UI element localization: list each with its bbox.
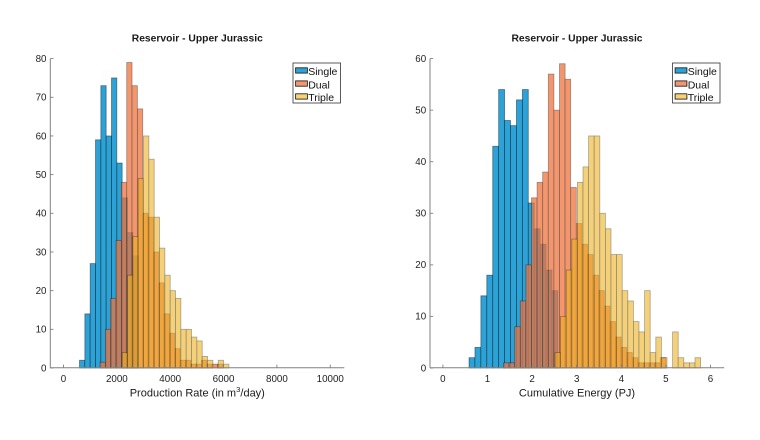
svg-text:Single: Single [688,66,717,78]
svg-text:5: 5 [663,374,669,385]
svg-text:60: 60 [36,131,47,142]
svg-text:Cumulative Energy (PJ): Cumulative Energy (PJ) [519,388,635,400]
svg-text:Triple: Triple [688,92,714,104]
svg-text:Single: Single [308,66,337,78]
svg-text:4: 4 [619,374,625,385]
svg-text:2000: 2000 [106,374,128,385]
svg-text:10000: 10000 [317,374,345,385]
svg-text:Reservoir - Upper Jurassic: Reservoir - Upper Jurassic [511,34,642,45]
svg-text:0: 0 [421,363,427,374]
svg-text:1: 1 [485,374,490,385]
svg-text:0: 0 [41,363,47,374]
svg-text:50: 50 [415,105,426,116]
svg-text:Dual: Dual [688,79,710,91]
svg-text:Dual: Dual [308,79,330,91]
svg-text:10: 10 [36,325,47,336]
svg-text:8000: 8000 [266,374,288,385]
svg-text:80: 80 [36,54,47,65]
svg-text:3: 3 [574,374,580,385]
svg-text:10: 10 [415,312,426,323]
svg-text:20: 20 [415,260,426,271]
svg-text:50: 50 [36,170,47,181]
svg-text:Triple: Triple [308,92,334,104]
svg-text:2: 2 [529,374,534,385]
svg-text:6000: 6000 [213,374,235,385]
svg-text:20: 20 [36,286,47,297]
svg-text:70: 70 [36,93,47,104]
svg-text:0: 0 [440,374,446,385]
svg-text:4000: 4000 [159,374,181,385]
svg-text:40: 40 [415,157,426,168]
svg-text:0: 0 [61,374,67,385]
svg-text:6: 6 [708,374,714,385]
svg-text:Reservoir - Upper Jurassic: Reservoir - Upper Jurassic [132,34,263,45]
svg-text:60: 60 [415,54,426,65]
svg-text:30: 30 [415,209,426,220]
svg-text:Production Rate (in m3/day): Production Rate (in m3/day) [130,385,265,399]
svg-text:30: 30 [36,247,47,258]
svg-text:40: 40 [36,209,47,220]
